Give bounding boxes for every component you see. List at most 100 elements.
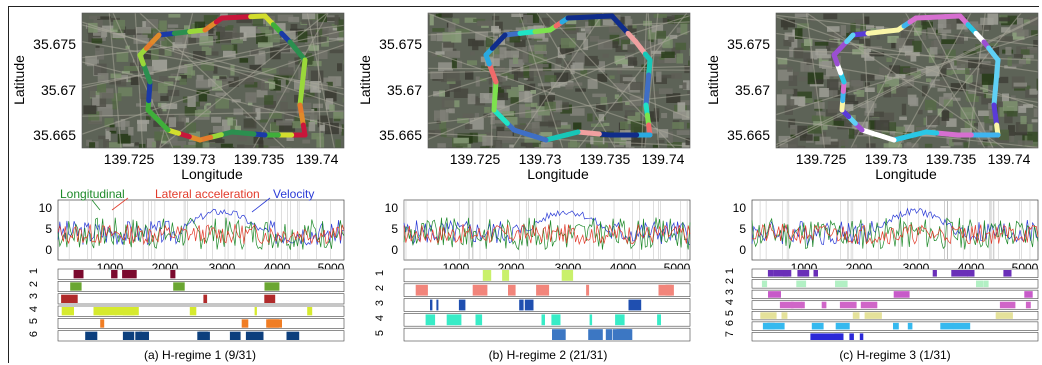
state-segment bbox=[658, 284, 674, 296]
state-segment bbox=[85, 331, 98, 340]
state-segment bbox=[508, 284, 516, 296]
signal-ytick-b-1: 10 bbox=[385, 201, 399, 215]
signal-ytick-b-3: 0 bbox=[391, 243, 398, 257]
state-segment bbox=[111, 270, 118, 279]
state-segment bbox=[254, 307, 257, 316]
satellite-image-b bbox=[428, 13, 690, 148]
state-segment bbox=[801, 301, 805, 309]
signal-ytick-b-2: 5 bbox=[391, 222, 398, 236]
longitudinal-line-c bbox=[751, 217, 1039, 250]
state-row bbox=[751, 279, 1039, 289]
state-label-a-1: 1 bbox=[28, 268, 40, 274]
state-segment bbox=[767, 270, 774, 277]
lateral-line-a bbox=[57, 224, 345, 246]
state-segment bbox=[472, 284, 488, 296]
state-segment bbox=[615, 314, 625, 326]
state-segment bbox=[561, 270, 574, 281]
route-segment bbox=[865, 29, 886, 36]
state-segment bbox=[446, 314, 457, 326]
map-xtick-b-3: 139.735 bbox=[580, 151, 631, 167]
state-segment bbox=[586, 284, 590, 296]
map-xtick-c-3: 139.735 bbox=[926, 151, 977, 167]
panel-a-signal: 10 5 0 1000 2000 3000 4000 5000 Longitud… bbox=[39, 187, 345, 275]
state-label-c-4: 4 bbox=[724, 299, 736, 305]
state-segment bbox=[502, 270, 510, 281]
lateral-line-b bbox=[403, 223, 691, 246]
state-label-a-6: 6 bbox=[28, 331, 40, 337]
route-segment bbox=[844, 32, 856, 45]
state-segment bbox=[783, 270, 792, 277]
state-segment bbox=[122, 270, 137, 279]
map-xtick-b-4: 139.74 bbox=[642, 151, 685, 167]
route-segment bbox=[300, 57, 308, 78]
state-segment bbox=[519, 299, 524, 311]
state-segment bbox=[551, 314, 561, 326]
route-segment bbox=[299, 72, 306, 93]
state-label-a-3: 3 bbox=[28, 293, 40, 299]
state-label-b-1: 1 bbox=[374, 270, 386, 276]
state-segment bbox=[835, 280, 848, 288]
panel-b: Latitude 35.675 35.67 35.665 139.725 139… bbox=[357, 12, 691, 362]
state-row bbox=[57, 318, 345, 329]
state-segment bbox=[458, 299, 466, 311]
legend-velocity: Velocity bbox=[273, 187, 314, 201]
map-ytick-b-3: 35.665 bbox=[379, 127, 422, 143]
state-segment bbox=[983, 280, 989, 288]
panel-c-signal: 10 5 0 1000 2000 3000 4000 5000 bbox=[733, 199, 1039, 275]
state-segment bbox=[976, 280, 984, 288]
state-segment bbox=[241, 319, 249, 328]
map-ylabel-a: Latitude bbox=[11, 55, 27, 105]
state-segment bbox=[1024, 291, 1033, 298]
state-label-b-2: 2 bbox=[374, 285, 386, 291]
state-segment bbox=[536, 284, 550, 296]
panel-a-map: Latitude 35.675 35.67 35.665 139.725 139… bbox=[11, 12, 345, 182]
caption-b: (b) H-regime 2 (21/31) bbox=[489, 348, 608, 362]
state-segment bbox=[996, 312, 1013, 319]
route-segment bbox=[517, 29, 538, 36]
state-segment bbox=[779, 301, 794, 309]
state-segment bbox=[482, 270, 492, 281]
map-xtick-b-1: 139.725 bbox=[450, 151, 501, 167]
state-row bbox=[751, 300, 1039, 310]
state-segment bbox=[768, 291, 781, 298]
map-ytick-a-3: 35.665 bbox=[33, 127, 76, 143]
route-segment bbox=[297, 87, 305, 108]
legend-arrow-lateral bbox=[111, 197, 129, 211]
panel-c-state-rows bbox=[751, 268, 1039, 342]
map-ytick-a-2: 35.67 bbox=[41, 82, 76, 98]
state-segment bbox=[849, 333, 854, 340]
state-segment bbox=[135, 331, 149, 340]
state-segment bbox=[834, 333, 844, 340]
longitudinal-line-b bbox=[403, 217, 691, 251]
state-label-c-7: 7 bbox=[724, 331, 736, 337]
route-segment bbox=[502, 30, 523, 38]
state-segment bbox=[1003, 270, 1012, 277]
map-xtick-c-1: 139.725 bbox=[796, 151, 847, 167]
state-segment bbox=[173, 282, 185, 291]
route-segment bbox=[150, 32, 162, 45]
state-segment bbox=[859, 333, 864, 340]
state-segment bbox=[967, 270, 975, 277]
map-xlabel-a: Longitude bbox=[181, 166, 243, 182]
state-segment bbox=[541, 314, 545, 326]
panel-b-map: Latitude 35.675 35.67 35.665 139.725 139… bbox=[357, 12, 691, 182]
state-segment bbox=[524, 299, 534, 311]
state-segment bbox=[613, 329, 627, 340]
map-ylabel-b: Latitude bbox=[357, 55, 373, 105]
route-segment bbox=[991, 87, 998, 108]
state-label-a-4: 4 bbox=[28, 306, 40, 312]
panel-a: Latitude 35.675 35.67 35.665 139.725 139… bbox=[11, 12, 345, 362]
state-segment bbox=[781, 312, 788, 319]
route-segment bbox=[532, 27, 553, 35]
state-segment bbox=[286, 331, 300, 340]
route-segment bbox=[171, 29, 193, 36]
state-segment bbox=[199, 331, 208, 340]
state-label-b-5: 5 bbox=[374, 330, 386, 336]
lateral-line-c bbox=[751, 223, 1039, 245]
map-ylabel-c: Latitude bbox=[705, 55, 721, 105]
state-segment bbox=[999, 301, 1016, 309]
state-segment bbox=[864, 312, 882, 319]
map-xtick-c-4: 139.74 bbox=[988, 151, 1031, 167]
map-xtick-a-4: 139.74 bbox=[296, 151, 339, 167]
